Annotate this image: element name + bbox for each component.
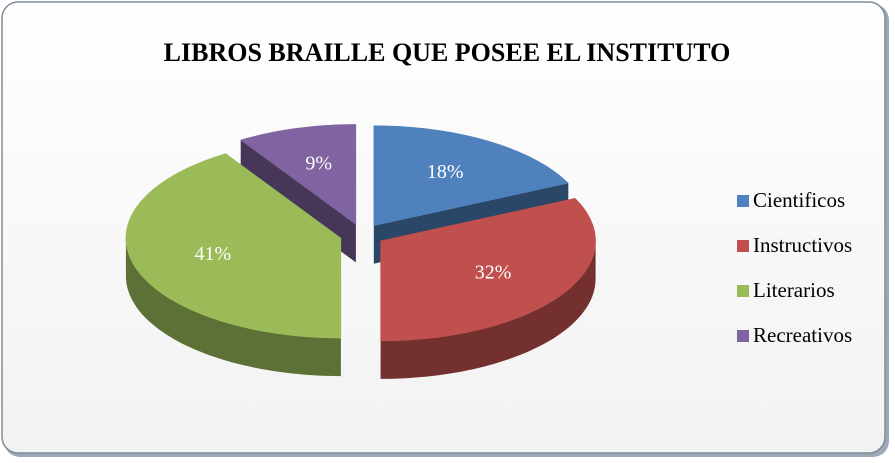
legend-swatch <box>737 285 749 297</box>
legend-swatch <box>737 330 749 342</box>
data-label: 32% <box>475 262 512 284</box>
legend-label: Literarios <box>753 278 835 302</box>
data-label: 41% <box>195 243 232 265</box>
data-label: 9% <box>305 152 332 174</box>
chart-title: LIBROS BRAILLE QUE POSEE EL INSTITUTO <box>164 38 731 67</box>
slice-wall <box>380 240 596 379</box>
legend-label: Instructivos <box>753 233 852 257</box>
legend-swatch <box>737 195 749 207</box>
data-labels: 18% 32% 41% 9% <box>195 152 512 283</box>
slice-wall <box>125 238 341 377</box>
slice <box>125 153 342 339</box>
slice <box>240 124 357 225</box>
slice <box>373 125 569 227</box>
data-label: 18% <box>427 161 464 183</box>
slice <box>380 198 596 342</box>
legend-label: Recreativos <box>753 323 852 347</box>
legend-swatch <box>737 240 749 252</box>
pie-tops <box>125 124 596 342</box>
legend-label: Cientificos <box>753 188 845 212</box>
legend: Cientificos Instructivos Literarios Recreat… <box>737 188 852 347</box>
